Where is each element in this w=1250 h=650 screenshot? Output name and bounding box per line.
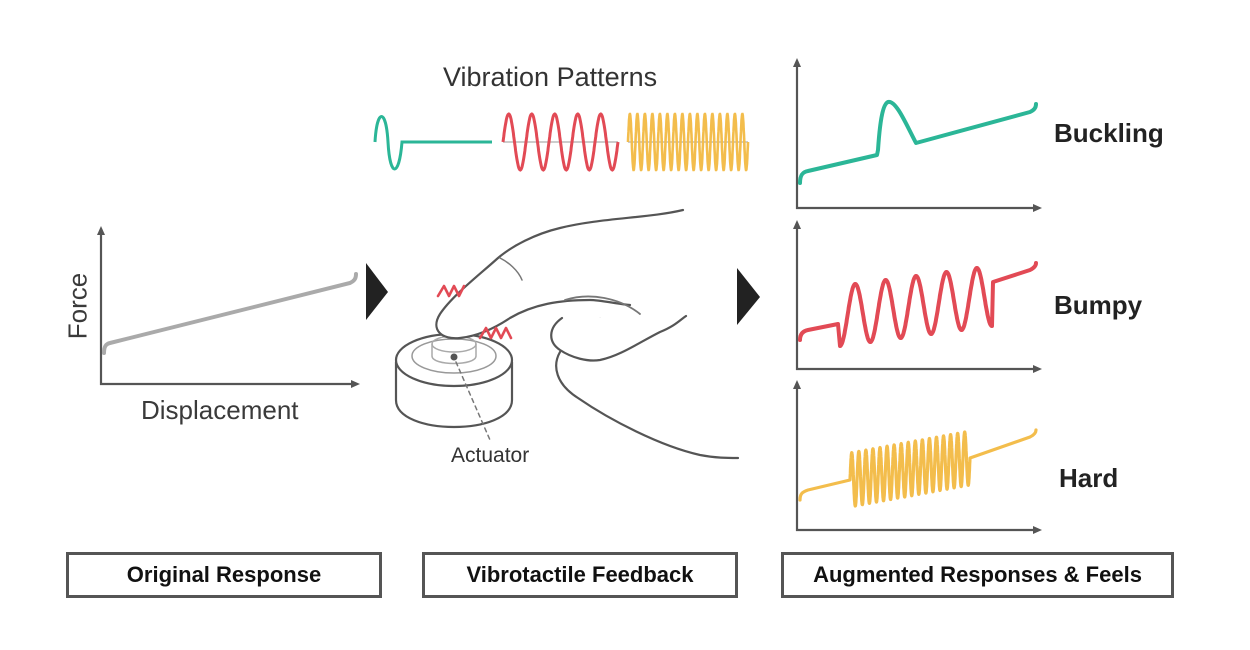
- vibration-mark-2: [478, 326, 513, 340]
- finger-knuckle: [499, 257, 523, 281]
- bumpy-curve: [798, 261, 1038, 348]
- caption-augmented-responses: Augmented Responses & Feels: [781, 552, 1174, 598]
- feel-label-buckling: Buckling: [1054, 118, 1164, 148]
- finger-button-illustration: [394, 208, 740, 460]
- feel-label-hard: Hard: [1059, 463, 1119, 493]
- finger-crease-1: [564, 295, 641, 315]
- caption-original-response: Original Response: [66, 552, 382, 598]
- hard-curve: [798, 428, 1038, 508]
- buckling-curve: [798, 100, 1038, 185]
- augmented-plots: [793, 58, 1042, 534]
- pattern-yellow: [626, 112, 750, 172]
- middle-finger: [550, 314, 688, 362]
- actuator-dot: [450, 353, 458, 361]
- feel-label-bumpy: Bumpy: [1054, 290, 1143, 320]
- vibration-patterns-title: Vibration Patterns: [443, 62, 658, 92]
- actuator-label: Actuator: [451, 444, 530, 467]
- original-force-line: [102, 272, 358, 355]
- panel-arrow-2: [737, 268, 760, 325]
- displacement-axis-label: Displacement: [141, 395, 299, 425]
- caption-vibrotactile-feedback: Vibrotactile Feedback: [422, 552, 738, 598]
- pattern-teal: [373, 115, 492, 171]
- vibration-mark-1: [436, 284, 466, 298]
- original-response-plot: [97, 226, 360, 388]
- hand-palm: [555, 350, 740, 460]
- pattern-red: [501, 112, 620, 172]
- index-finger: [435, 208, 685, 340]
- actuator-leader: [455, 361, 491, 441]
- force-axis-label: Force: [62, 272, 93, 340]
- panel-arrow-1: [366, 263, 388, 320]
- actuator-cylinder: [431, 343, 477, 365]
- vibration-pattern-samples: [373, 112, 750, 172]
